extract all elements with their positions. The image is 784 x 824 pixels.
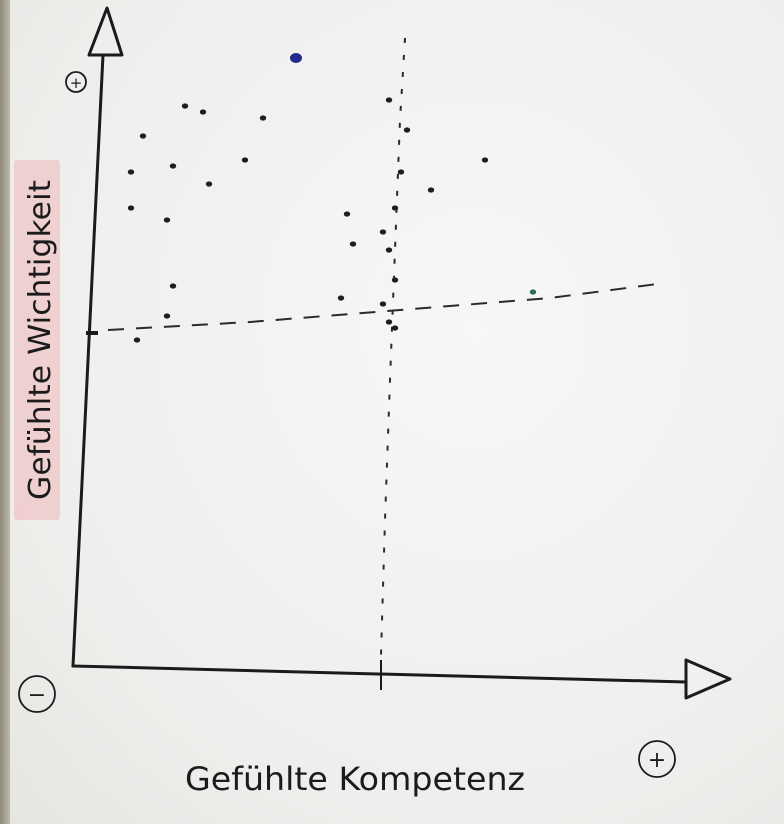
data-point-26 [529, 289, 537, 295]
data-point-17 [343, 211, 351, 217]
data-point-11 [205, 181, 213, 187]
y-axis-line [71, 53, 105, 668]
x-axis-arrow [684, 658, 732, 700]
data-point-27 [163, 313, 171, 319]
origin-marker: − [28, 683, 46, 708]
vertical-threshold-line [380, 37, 406, 656]
y-max-marker: + [70, 74, 83, 92]
data-point-23 [169, 283, 177, 289]
data-point-9 [127, 169, 135, 175]
data-point-18 [391, 205, 399, 211]
y-max-marker-circle [65, 71, 87, 93]
data-point-2 [385, 97, 393, 103]
data-point-8 [241, 157, 249, 163]
x-max-marker: + [648, 748, 666, 773]
data-point-30 [391, 325, 399, 331]
data-point-15 [127, 205, 135, 211]
data-point-7 [259, 115, 267, 121]
x-axis-label: Gefühlte Kompetenz [185, 760, 525, 798]
data-point-22 [391, 277, 399, 283]
data-point-20 [349, 241, 357, 247]
horizontal-threshold-line [107, 282, 666, 331]
y-label-highlight [14, 160, 60, 520]
y-axis-arrow [87, 6, 124, 57]
data-point-14 [481, 157, 489, 163]
data-point-5 [181, 103, 189, 109]
data-point-25 [379, 301, 387, 307]
data-point-3 [403, 127, 411, 133]
data-point-13 [427, 187, 435, 193]
data-point-24 [337, 295, 345, 301]
flipchart-paper [10, 0, 784, 824]
data-point-6 [199, 109, 207, 115]
data-point-12 [397, 169, 405, 175]
x-axis-line [71, 664, 688, 684]
data-point-21 [385, 247, 393, 253]
data-point-28 [385, 319, 393, 325]
data-point-16 [163, 217, 171, 223]
origin-marker-circle [18, 675, 56, 713]
data-point-4 [139, 133, 147, 139]
x-max-marker-circle [638, 740, 676, 778]
y-axis-label: Gefühlte Wichtigkeit [23, 180, 58, 500]
data-point-19 [379, 229, 387, 235]
data-point-10 [169, 163, 177, 169]
data-point-29 [133, 337, 141, 343]
data-point-1 [290, 53, 302, 63]
